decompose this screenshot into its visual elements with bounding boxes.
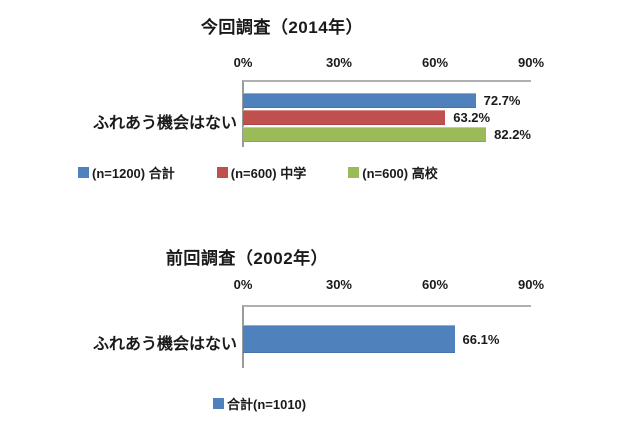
bar-row-total: 66.1% [243,325,531,353]
legend-label: (n=600) 高校 [362,166,438,181]
chart-2002-x-axis-ticks: 0% 30% 60% 90% [234,277,544,293]
tick-label: 60% [421,277,449,292]
bar-value-label: 82.2% [494,127,531,142]
legend-item-high-school: (n=600) 高校 [348,163,438,182]
bar-high-school-2014 [243,127,487,142]
tick-label: 90% [517,277,545,292]
chart-2014-title: 今回調査（2014年） [200,18,364,37]
tick-label: 0% [233,55,253,70]
legend-swatch-high-school [348,167,360,178]
bar-row-junior-high: 63.2% [243,110,531,125]
tick-label: 30% [325,55,352,70]
chart-2002-category-label: ふれあう機会はない [92,336,237,353]
bar-total-2002 [243,325,455,353]
legend-label: (n=1200) 合計 [92,166,175,181]
tick-label: 60% [421,55,449,70]
legend-item-total: 合計(n=1010) [213,394,306,413]
chart-2014-x-axis-ticks: 0% 30% 60% 90% [234,55,544,71]
chart-2014-legend: (n=1200) 合計 (n=600) 中学 (n=600) 高校 [78,163,438,182]
chart-2014-category-label: ふれあう機会はない [92,115,237,132]
chart-2002-title: 前回調査（2002年） [165,249,329,268]
bar-value-label: 63.2% [453,110,491,125]
legend-swatch-total [78,167,89,178]
tick-label: 90% [517,55,545,70]
chart-2014-plot-area: 72.7% 63.2% 82.2% [243,80,531,143]
bar-value-label: 72.7% [483,93,521,108]
bar-total-2014 [243,93,476,108]
chart-2002-plot-area: 66.1% [243,305,531,363]
tick-label: 30% [325,277,352,292]
bar-value-label: 66.1% [462,331,500,347]
legend-item-junior-high: (n=600) 中学 [216,163,307,182]
chart-2002-legend: 合計(n=1010) [213,394,306,413]
bar-row-total: 72.7% [243,93,531,108]
legend-label: (n=600) 中学 [230,166,307,181]
bar-row-high-school: 82.2% [243,127,531,142]
legend-item-total: (n=1200) 合計 [78,163,175,182]
tick-label: 0% [233,277,253,292]
legend-swatch-total [213,398,224,409]
legend-label: 合計(n=1010) [227,397,307,412]
bar-junior-high-2014 [243,110,446,125]
legend-swatch-junior-high [216,167,228,178]
